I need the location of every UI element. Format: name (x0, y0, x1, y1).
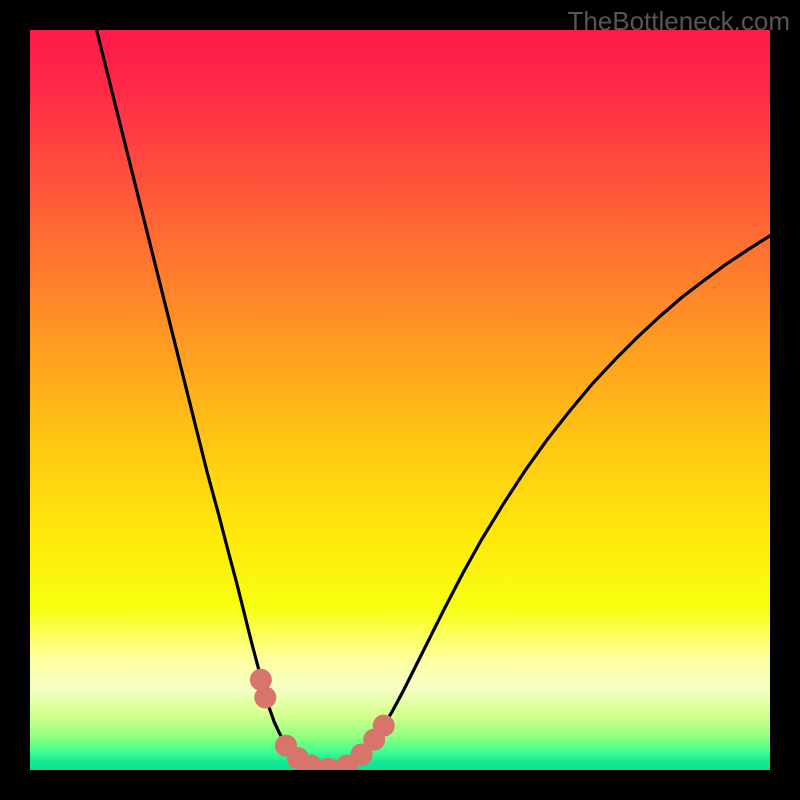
plot-area (30, 30, 770, 770)
marker-point (255, 687, 276, 708)
gradient-background (30, 30, 770, 770)
watermark-text: TheBottleneck.com (567, 6, 790, 37)
chart-stage: TheBottleneck.com (0, 0, 800, 800)
marker-point (373, 715, 394, 736)
chart-svg (30, 30, 770, 770)
